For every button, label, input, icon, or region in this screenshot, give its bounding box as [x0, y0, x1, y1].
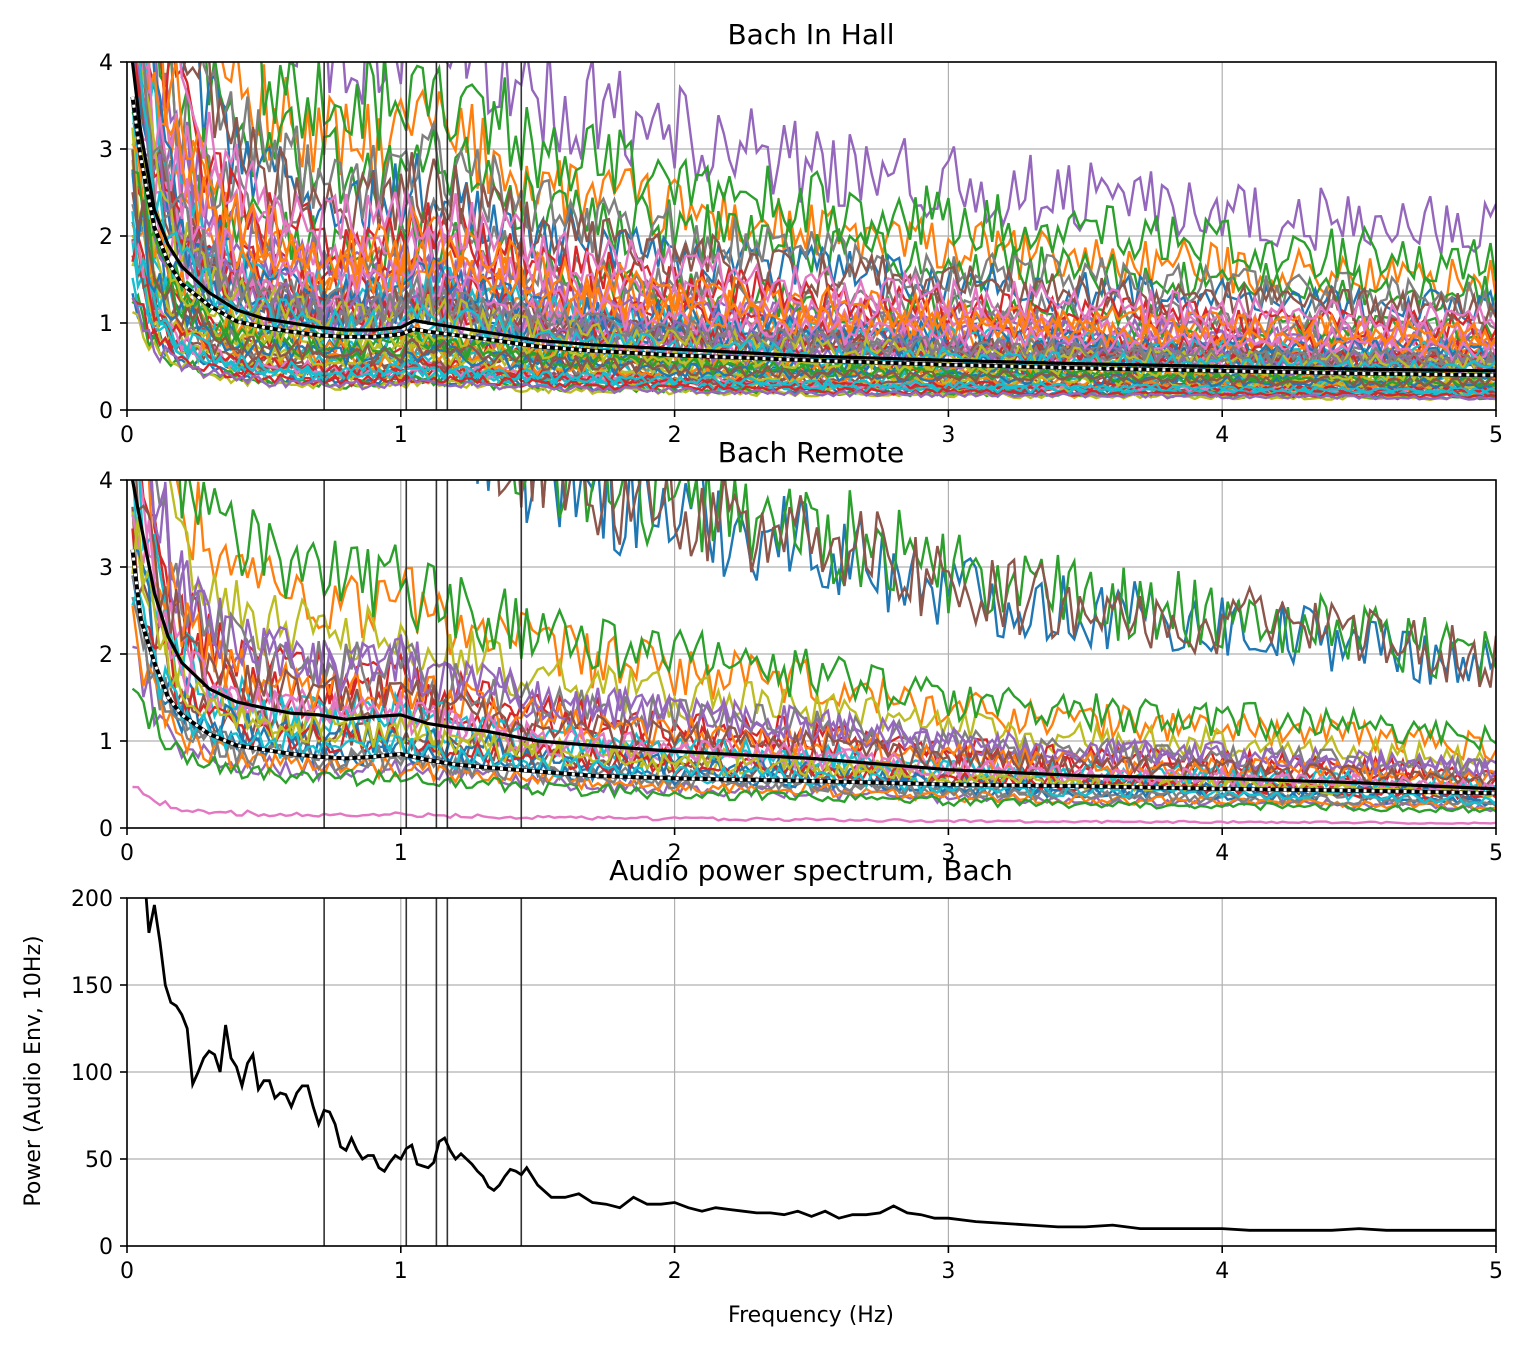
participant-line — [175, 480, 1496, 763]
participant-line — [251, 62, 1496, 283]
chart-title: Bach Remote — [718, 436, 904, 469]
y-tick-label: 2 — [99, 643, 113, 668]
participant-line — [131, 149, 1496, 389]
y-tick-label: 1 — [99, 312, 113, 337]
mean-line — [130, 480, 1496, 791]
participant-line — [149, 480, 1496, 783]
y-tick-label: 100 — [71, 1061, 113, 1086]
axis-ticks: 0 1 2 3 4 5 0 1 2 3 4 — [99, 469, 1503, 866]
x-tick-label: 5 — [1489, 841, 1503, 866]
x-tick-label: 3 — [941, 1259, 955, 1284]
x-tick-label: 0 — [120, 1259, 134, 1284]
participant-line — [221, 62, 1496, 303]
panel-audio-power-spectrum: Audio power spectrum, Bach 0 1 2 3 4 50501001… — [21, 854, 1503, 1328]
participant-line — [132, 785, 1496, 825]
participant-line — [131, 296, 1496, 401]
x-tick-label: 1 — [394, 841, 408, 866]
participant-line — [161, 62, 1496, 348]
participant-line — [131, 298, 1496, 400]
y-tick-label: 4 — [99, 469, 113, 494]
participant-line — [141, 62, 1496, 362]
y-tick-label: 2 — [99, 225, 113, 250]
axis-ticks: 0 1 2 3 4 5 0 1 2 3 4 — [99, 51, 1503, 448]
y-tick-label: 0 — [99, 399, 113, 424]
chart-title: Bach In Hall — [727, 18, 894, 51]
y-tick-label: 4 — [99, 51, 113, 76]
participant-line — [289, 62, 1496, 255]
x-axis-label: Frequency (Hz) — [728, 1303, 894, 1328]
summary-lines — [130, 480, 1496, 796]
participant-line — [146, 62, 1496, 358]
x-tick-label: 2 — [668, 423, 682, 448]
x-tick-label: 3 — [941, 423, 955, 448]
participant-line — [476, 480, 1496, 685]
x-tick-label: 4 — [1215, 1259, 1229, 1284]
y-axis-label: Power (Audio Env, 10Hz) — [21, 935, 46, 1206]
participant-line — [179, 62, 1496, 335]
series-line — [144, 898, 1496, 1232]
participant-line — [140, 480, 1496, 790]
plot-frame — [126, 479, 1497, 829]
participant-line — [143, 62, 1496, 369]
participant-line — [141, 62, 1496, 363]
x-tick-label: 5 — [1489, 1259, 1503, 1284]
y-tick-label: 1 — [99, 730, 113, 755]
x-tick-label: 2 — [668, 841, 682, 866]
x-tick-label: 3 — [941, 841, 955, 866]
y-tick-label: 3 — [99, 556, 113, 581]
x-tick-label: 1 — [394, 423, 408, 448]
x-tick-label: 2 — [668, 1259, 682, 1284]
participant-line — [132, 170, 1496, 388]
x-tick-label: 1 — [394, 1259, 408, 1284]
chart-title: Audio power spectrum, Bach — [609, 854, 1013, 887]
y-tick-label: 0 — [99, 817, 113, 842]
participant-line — [131, 211, 1496, 395]
participant-line — [131, 687, 1496, 814]
y-tick-label: 0 — [99, 1235, 113, 1260]
plot-frame — [126, 61, 1497, 411]
y-tick-label: 150 — [71, 974, 113, 999]
reference-lines — [323, 898, 523, 1246]
y-tick-label: 3 — [99, 138, 113, 163]
participant-line — [142, 62, 1496, 374]
reference-lines — [323, 62, 523, 410]
panel-bach-in-hall: Bach In Hall 0 1 2 3 4 5 0 1 2 3 4 — [99, 18, 1503, 448]
x-tick-label: 4 — [1215, 841, 1229, 866]
panel-bach-remote: Bach Remote 0 1 2 3 4 5 0 1 2 3 4 — [99, 436, 1503, 866]
plot-frame — [126, 897, 1497, 1247]
y-tick-label: 200 — [71, 887, 113, 912]
x-tick-label: 0 — [120, 841, 134, 866]
summary-lines — [130, 62, 1496, 378]
participant-line — [497, 480, 1496, 688]
participant-line — [178, 480, 1496, 753]
mean-line — [130, 62, 1496, 373]
median-line-dots — [131, 549, 1496, 795]
participant-lines — [131, 62, 1496, 402]
spectrum-line — [144, 898, 1496, 1232]
x-tick-label: 5 — [1489, 423, 1503, 448]
participant-line — [182, 62, 1496, 327]
x-tick-label: 0 — [120, 423, 134, 448]
x-tick-label: 4 — [1215, 423, 1229, 448]
median-line-dots — [131, 96, 1496, 377]
y-tick-label: 50 — [85, 1148, 113, 1173]
